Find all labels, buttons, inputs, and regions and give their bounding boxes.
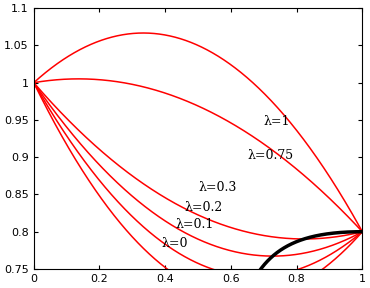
Text: λ=0: λ=0 [162, 237, 188, 250]
Text: λ=0.1: λ=0.1 [175, 218, 213, 231]
Text: λ=0.75: λ=0.75 [247, 149, 293, 162]
Text: λ=0.3: λ=0.3 [198, 181, 236, 194]
Text: λ=1: λ=1 [264, 115, 290, 128]
Text: λ=0.2: λ=0.2 [185, 201, 223, 214]
